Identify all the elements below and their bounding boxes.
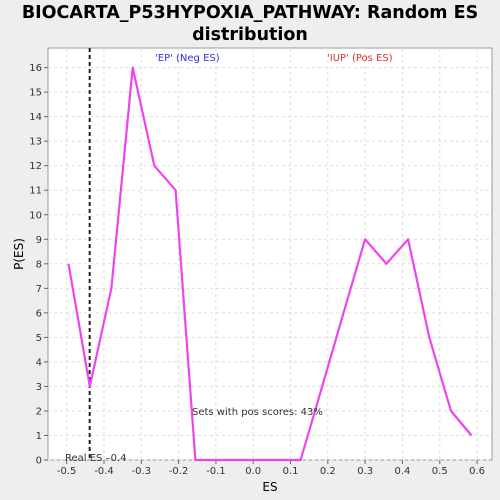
x-tick-label: 0.5 [432, 466, 448, 477]
y-tick-label: 10 [29, 210, 42, 221]
x-tick-label: -0.1 [206, 466, 226, 477]
x-tick-label: 0.3 [357, 466, 373, 477]
y-tick-label: 13 [29, 137, 42, 148]
neg-es-label: 'EP' (Neg ES) [155, 53, 220, 64]
x-tick-label: 0.6 [469, 466, 485, 477]
y-tick-label: 1 [36, 431, 42, 442]
y-tick-label: 8 [36, 259, 42, 270]
y-tick-label: 11 [29, 186, 42, 197]
grid-layer [48, 48, 492, 461]
y-tick-label: 16 [29, 63, 42, 74]
y-tick-label: 0 [36, 456, 42, 467]
x-axis-title: ES [262, 480, 277, 494]
distribution-line [67, 66, 473, 462]
x-tick-label: 0.1 [283, 466, 299, 477]
y-tick-label: 7 [36, 284, 42, 295]
y-tick-label: 12 [29, 161, 42, 172]
x-tick-label: 0.4 [395, 466, 411, 477]
annotation-layer: 'EP' (Neg ES) 'IUP' (Pos ES) Sets with p… [65, 53, 393, 464]
chart-title: BIOCARTA_P53HYPOXIA_PATHWAY: Random ES d… [0, 2, 500, 46]
x-tick-label: -0.3 [132, 466, 152, 477]
y-tick-label: 14 [29, 112, 42, 123]
pos-es-label: 'IUP' (Pos ES) [327, 53, 393, 64]
series-layer [67, 48, 473, 462]
y-tick-label: 5 [36, 333, 42, 344]
x-tick-label: -0.4 [94, 466, 114, 477]
y-tick-label: 15 [29, 88, 42, 99]
y-tick-label: 6 [36, 308, 42, 319]
x-tick-label: -0.2 [169, 466, 189, 477]
chart-title-line1: BIOCARTA_P53HYPOXIA_PATHWAY: Random ES [21, 3, 479, 23]
x-tick-label: -0.5 [57, 466, 77, 477]
y-tick-label: 2 [36, 406, 42, 417]
y-tick-label: 4 [36, 357, 42, 368]
y-tick-label: 3 [36, 382, 42, 393]
x-tick-label: 0.0 [245, 466, 261, 477]
y-axis-title: P(ES) [12, 238, 26, 270]
chart-title-line2: distribution [192, 25, 308, 45]
pos-scores-label: Sets with pos scores: 43% [192, 407, 323, 418]
x-tick-label: 0.2 [320, 466, 336, 477]
y-tick-label: 9 [36, 235, 42, 246]
real-es-label: Real ES –0.4 [65, 453, 126, 464]
